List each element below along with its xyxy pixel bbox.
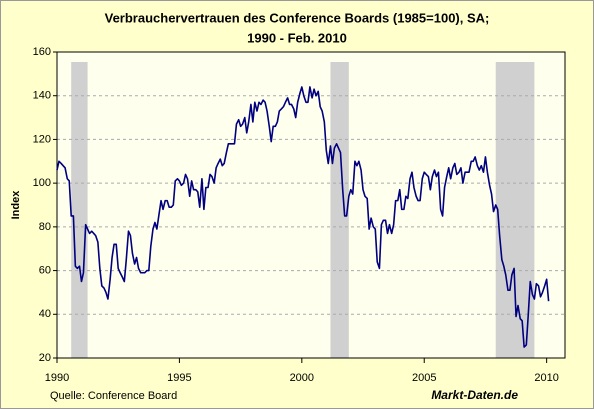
y-tick-label: 40 — [39, 308, 51, 320]
y-tick-label: 160 — [33, 46, 51, 58]
y-axis-label: Index — [10, 190, 22, 220]
y-tick-label: 20 — [39, 352, 51, 364]
x-tick-label: 2005 — [412, 372, 436, 384]
shaded-period — [71, 62, 88, 358]
x-tick-label: 2000 — [290, 372, 314, 384]
y-tick-label: 60 — [39, 264, 51, 276]
brand: Markt-Daten.de — [431, 388, 518, 402]
x-tick-label: 2010 — [534, 372, 558, 384]
plot-area — [57, 52, 565, 358]
chart-title: Verbrauchervertrauen des Conference Boar… — [105, 10, 490, 25]
y-tick-label: 100 — [33, 177, 51, 189]
plot-border — [56, 51, 566, 359]
y-tick-label: 80 — [39, 221, 51, 233]
source: Quelle: Conference Board — [50, 390, 177, 402]
x-tick-label: 1990 — [45, 372, 69, 384]
y-tick-label: 140 — [33, 90, 51, 102]
y-tick-label: 120 — [33, 133, 51, 145]
line — [56, 86, 550, 348]
x-tick-label: 1995 — [167, 372, 191, 384]
shaded-period — [330, 62, 349, 358]
chart-subtitle: 1990 - Feb. 2010 — [247, 30, 347, 45]
